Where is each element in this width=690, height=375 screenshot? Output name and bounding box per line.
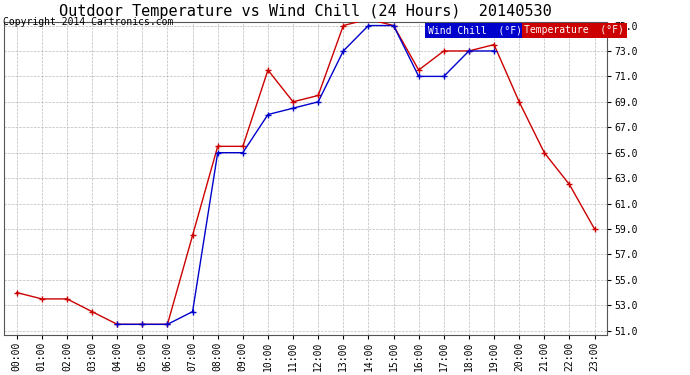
Text: Temperature  (°F): Temperature (°F): [524, 26, 624, 36]
Title: Outdoor Temperature vs Wind Chill (24 Hours)  20140530: Outdoor Temperature vs Wind Chill (24 Ho…: [59, 4, 552, 19]
Text: Copyright 2014 Cartronics.com: Copyright 2014 Cartronics.com: [3, 17, 174, 27]
Text: Wind Chill  (°F): Wind Chill (°F): [428, 26, 522, 36]
